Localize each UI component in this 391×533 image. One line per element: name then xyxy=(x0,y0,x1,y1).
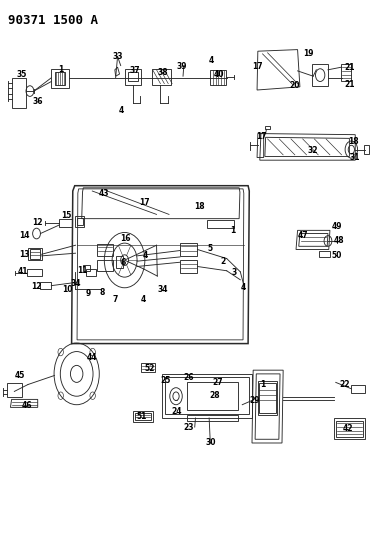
Text: 23: 23 xyxy=(183,423,194,432)
Text: 49: 49 xyxy=(331,222,342,231)
Text: 3: 3 xyxy=(231,269,236,277)
Text: 17: 17 xyxy=(253,62,263,70)
Text: 8: 8 xyxy=(99,287,105,296)
Text: 17: 17 xyxy=(139,198,149,207)
Text: 21: 21 xyxy=(344,63,355,71)
Text: 34: 34 xyxy=(70,279,81,288)
Text: 17: 17 xyxy=(256,132,267,141)
Text: 44: 44 xyxy=(87,353,97,362)
Text: 39: 39 xyxy=(177,62,187,70)
Text: 6: 6 xyxy=(121,258,126,266)
Text: 33: 33 xyxy=(112,52,123,61)
Text: 43: 43 xyxy=(99,189,109,198)
Text: 4: 4 xyxy=(208,56,214,64)
Text: 13: 13 xyxy=(19,250,29,259)
Text: 45: 45 xyxy=(14,371,25,380)
Text: 25: 25 xyxy=(160,376,170,385)
Text: 47: 47 xyxy=(297,231,308,240)
Text: 51: 51 xyxy=(136,412,147,421)
Text: 34: 34 xyxy=(157,285,168,294)
Text: 1: 1 xyxy=(230,226,235,235)
Text: 9: 9 xyxy=(86,288,91,297)
Text: 11: 11 xyxy=(77,266,88,275)
Text: 20: 20 xyxy=(290,81,300,90)
Text: 18: 18 xyxy=(348,137,359,146)
Text: 14: 14 xyxy=(20,231,30,240)
Text: 29: 29 xyxy=(249,396,260,405)
Text: 32: 32 xyxy=(307,146,317,155)
Text: 42: 42 xyxy=(343,424,353,433)
Text: 31: 31 xyxy=(350,153,361,162)
Text: 12: 12 xyxy=(31,282,42,291)
Text: 1: 1 xyxy=(59,66,64,74)
Text: 2: 2 xyxy=(220,257,225,265)
Text: 18: 18 xyxy=(194,203,205,212)
Text: 1: 1 xyxy=(260,380,265,389)
Text: 4: 4 xyxy=(240,283,246,292)
Text: 19: 19 xyxy=(303,50,314,58)
Text: 21: 21 xyxy=(344,79,355,88)
Text: 30: 30 xyxy=(205,439,215,448)
Text: 28: 28 xyxy=(209,391,219,400)
Text: 4: 4 xyxy=(140,295,145,304)
Text: 7: 7 xyxy=(113,295,118,304)
Text: 4: 4 xyxy=(142,252,147,260)
Text: 15: 15 xyxy=(61,212,71,221)
Text: 40: 40 xyxy=(213,70,224,78)
Text: 22: 22 xyxy=(339,380,350,389)
Text: 48: 48 xyxy=(334,237,344,246)
Text: 4: 4 xyxy=(119,106,124,115)
Text: 38: 38 xyxy=(157,68,168,77)
Text: 41: 41 xyxy=(18,268,29,276)
Text: 90371 1500 A: 90371 1500 A xyxy=(9,14,99,27)
Text: 24: 24 xyxy=(172,407,182,416)
Text: 35: 35 xyxy=(17,70,27,78)
Text: 26: 26 xyxy=(183,373,194,382)
Text: 12: 12 xyxy=(32,219,43,228)
Text: 5: 5 xyxy=(207,245,212,254)
Text: 52: 52 xyxy=(144,364,155,373)
Text: 36: 36 xyxy=(32,97,43,106)
Text: 27: 27 xyxy=(213,378,223,387)
Text: 50: 50 xyxy=(331,252,342,260)
Text: 10: 10 xyxy=(62,285,72,294)
Text: 46: 46 xyxy=(22,401,32,410)
Text: 16: 16 xyxy=(120,234,131,243)
Text: 37: 37 xyxy=(130,67,140,75)
